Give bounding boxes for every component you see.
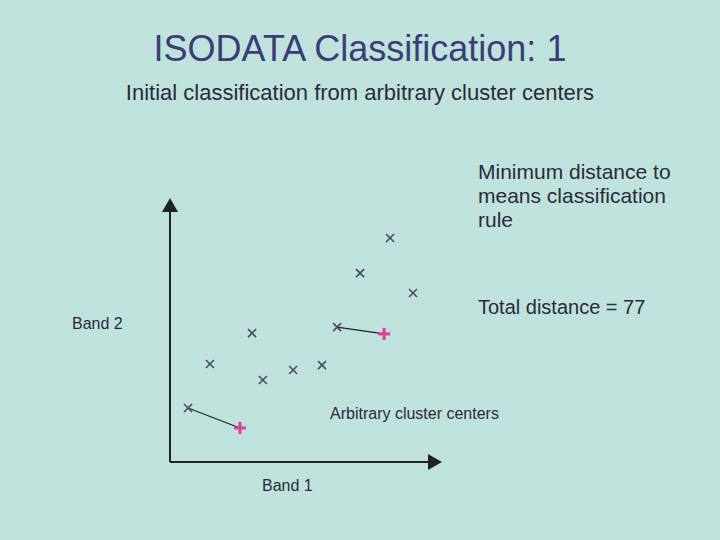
x-stroke	[333, 323, 341, 331]
pixel-point	[206, 360, 214, 368]
y-axis	[169, 200, 171, 462]
annotation-total: Total distance = 77	[478, 296, 645, 319]
annotation-centers: Arbitrary cluster centers	[330, 405, 499, 423]
y-axis-label: Band 2	[72, 315, 123, 333]
x-stroke	[356, 269, 364, 277]
x-stroke	[206, 360, 214, 368]
plus-v	[383, 328, 386, 340]
plus-v	[238, 422, 241, 434]
x-stroke	[259, 376, 267, 384]
annotation-rule: Minimum distance to means classification…	[478, 160, 683, 232]
pixel-point	[289, 366, 297, 374]
subtitle: Initial classification from arbitrary cl…	[0, 80, 720, 106]
x-stroke	[184, 404, 192, 412]
pixel-point	[248, 329, 256, 337]
plot-marks	[184, 234, 417, 434]
pixel-point	[356, 269, 364, 277]
x-stroke	[409, 289, 417, 297]
x-axis	[170, 461, 440, 463]
pixel-point	[409, 289, 417, 297]
x-stroke	[259, 376, 267, 384]
x-stroke	[248, 329, 256, 337]
x-stroke	[409, 289, 417, 297]
x-axis-label: Band 1	[262, 477, 313, 495]
x-stroke	[248, 329, 256, 337]
title: ISODATA Classification: 1	[0, 28, 720, 70]
x-stroke	[318, 361, 326, 369]
x-stroke	[386, 234, 394, 242]
distance-line	[337, 327, 384, 334]
pixel-point	[259, 376, 267, 384]
cluster-center	[234, 422, 246, 434]
pixel-point	[318, 361, 326, 369]
distance-line	[188, 408, 240, 428]
x-stroke	[356, 269, 364, 277]
x-stroke	[289, 366, 297, 374]
pixel-point	[184, 404, 192, 412]
x-stroke	[289, 366, 297, 374]
cluster-center	[378, 328, 390, 340]
pixel-point	[333, 323, 341, 331]
x-stroke	[386, 234, 394, 242]
x-stroke	[206, 360, 214, 368]
x-stroke	[333, 323, 341, 331]
x-stroke	[318, 361, 326, 369]
pixel-point	[386, 234, 394, 242]
x-stroke	[184, 404, 192, 412]
